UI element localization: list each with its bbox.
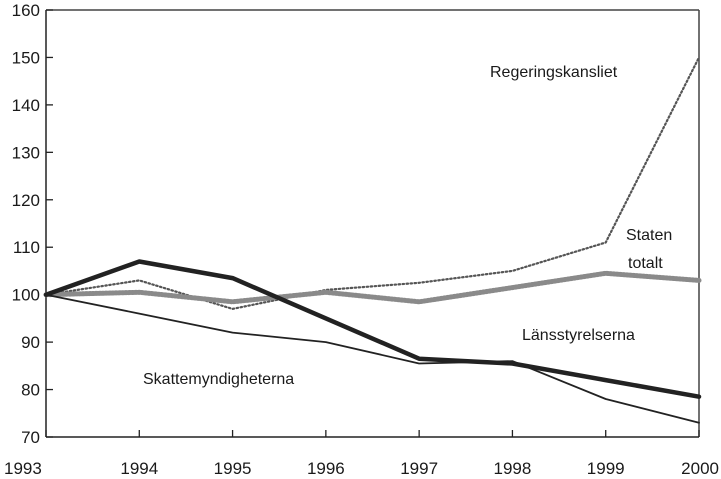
series-lines (43, 56, 702, 424)
series-label-staten-line-1: Staten (626, 227, 672, 244)
series-label-lansstyrelserna: Länsstyrelserna (522, 327, 635, 344)
x-tick-label: 1993 (4, 459, 42, 478)
x-tick-label: 1996 (307, 459, 345, 478)
series-line-regeringskansliet (44, 56, 701, 310)
y-tick-label: 80 (21, 381, 40, 400)
y-tick-label: 120 (12, 191, 40, 210)
y-tick-label: 110 (13, 238, 40, 257)
y-tick-label: 90 (21, 333, 40, 352)
x-tick-label: 1998 (494, 459, 532, 478)
y-tick-label: 130 (12, 143, 40, 162)
series-line-lansstyrelserna (43, 259, 702, 399)
series-labels: Regeringskansliet Staten totalt Länsstyr… (143, 64, 672, 388)
series-label-regeringskansliet: Regeringskansliet (490, 64, 618, 81)
series-label-skattemyndigheterna: Skattemyndigheterna (143, 371, 294, 388)
series-line-skattemyndigheterna (45, 293, 700, 424)
y-tick-label: 100 (12, 286, 40, 305)
y-tick-label: 140 (12, 96, 40, 115)
plot-area (45, 9, 700, 438)
x-axis-ticks: 1993 1994 1995 1996 1997 1998 1999 2000 (4, 430, 719, 478)
x-tick-label: 2000 (681, 459, 719, 478)
series-line-staten (43, 270, 702, 305)
x-tick-label: 1997 (400, 459, 438, 478)
series-label-staten-line-2: totalt (628, 255, 663, 272)
x-tick-label: 1994 (120, 459, 158, 478)
y-tick-label: 70 (21, 428, 40, 447)
y-tick-label: 150 (12, 48, 40, 67)
x-tick-label: 1999 (587, 459, 625, 478)
y-tick-label: 160 (12, 1, 40, 20)
x-tick-label: 1995 (214, 459, 252, 478)
y-axis-ticks: 70 80 90 100 110 120 130 140 150 160 (12, 1, 53, 447)
